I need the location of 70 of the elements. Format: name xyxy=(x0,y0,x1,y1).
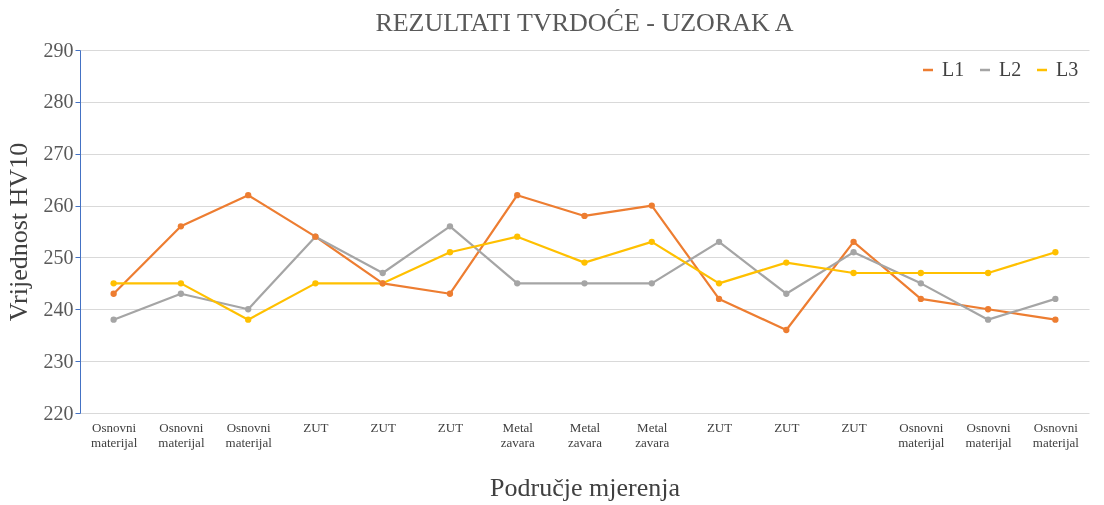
x-tick-label: ZUT xyxy=(370,419,396,435)
x-tick-label: ZUT xyxy=(841,419,867,435)
point xyxy=(850,249,857,256)
point xyxy=(446,223,454,230)
point xyxy=(1052,295,1059,303)
point xyxy=(446,249,454,256)
x-tick-label: Osnovni materijal xyxy=(898,419,945,450)
point xyxy=(110,290,117,297)
point xyxy=(984,306,992,313)
x-tick-label: ZUT xyxy=(437,419,464,435)
point xyxy=(581,280,588,287)
point xyxy=(379,269,386,277)
y-tick-label: 230 xyxy=(43,349,74,372)
y-tick-label: 270 xyxy=(43,142,74,165)
point xyxy=(514,233,521,240)
point xyxy=(715,238,723,246)
point xyxy=(245,192,252,199)
x-tick-label: Osnovni materijal xyxy=(91,419,138,450)
y-axis-title: Vrijednost HV10 xyxy=(3,142,33,322)
x-tick-label: ZUT xyxy=(774,419,800,435)
point xyxy=(514,280,521,287)
point xyxy=(177,290,185,297)
point xyxy=(648,202,655,209)
point xyxy=(177,280,185,287)
point xyxy=(715,295,723,303)
x-tick-label: Osnovni materijal xyxy=(965,419,1013,450)
point xyxy=(1052,249,1059,256)
point xyxy=(1052,316,1059,323)
point xyxy=(581,212,588,220)
x-tick-label: ZUT xyxy=(303,419,329,435)
y-tick-label: 220 xyxy=(43,401,74,424)
x-tick-label: Osnovni materijal xyxy=(158,419,205,450)
x-tick-label: ZUT xyxy=(706,419,733,435)
point xyxy=(917,295,924,303)
point xyxy=(446,290,454,297)
point xyxy=(917,269,924,277)
point xyxy=(850,269,857,277)
legend-label: L2 xyxy=(999,58,1022,80)
legend-label: L3 xyxy=(1056,58,1079,80)
point xyxy=(984,316,992,323)
point xyxy=(312,280,319,287)
point xyxy=(110,316,117,323)
point xyxy=(783,290,790,297)
point xyxy=(245,306,252,313)
point xyxy=(110,280,117,287)
legend-label: L1 xyxy=(942,58,965,80)
point xyxy=(783,326,790,334)
point xyxy=(984,269,992,277)
point xyxy=(514,192,521,199)
x-tick-label: Osnovni materijal xyxy=(1032,419,1080,450)
point xyxy=(715,280,723,287)
x-tick-label: Metal zavara xyxy=(568,419,603,450)
point xyxy=(917,280,924,287)
x-tick-label: Osnovni materijal xyxy=(225,419,273,450)
x-axis-title: Područje mjerenja xyxy=(490,472,681,502)
x-tick-label: Metal zavara xyxy=(635,419,670,450)
point xyxy=(783,259,790,266)
point xyxy=(850,238,857,246)
x-tick-label: Metal zavara xyxy=(500,419,535,450)
y-tick-label: 240 xyxy=(43,297,74,320)
y-tick-label: 280 xyxy=(43,90,74,113)
point xyxy=(177,223,185,230)
point xyxy=(648,280,655,287)
y-tick-label: 290 xyxy=(43,38,74,61)
point xyxy=(581,259,588,266)
chart-title: REZULTATI TVRDOĆE - UZORAK A xyxy=(375,8,794,37)
y-tick-label: 260 xyxy=(43,194,74,217)
point xyxy=(245,316,252,323)
point xyxy=(648,238,655,246)
y-tick-label: 250 xyxy=(43,245,74,268)
